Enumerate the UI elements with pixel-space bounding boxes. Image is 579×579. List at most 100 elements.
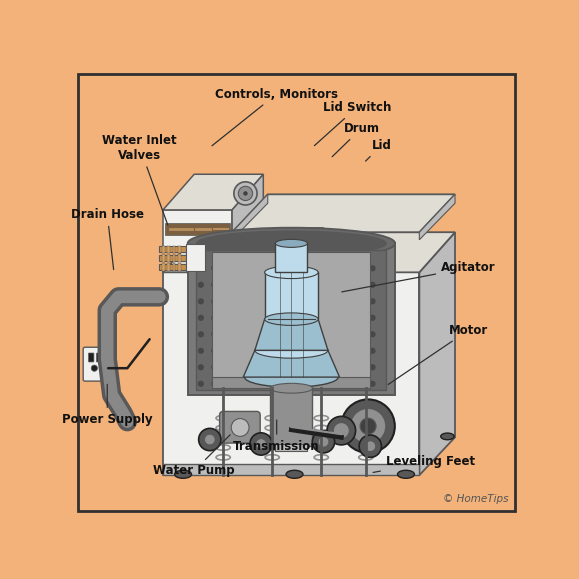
Circle shape [198,364,204,371]
Circle shape [369,282,376,288]
Bar [159,246,186,252]
Circle shape [256,439,266,449]
Circle shape [225,364,231,371]
Bar [162,263,165,270]
Circle shape [350,408,386,444]
Bar [173,245,175,252]
Circle shape [356,380,362,387]
Ellipse shape [255,343,328,358]
Circle shape [211,380,217,387]
FancyBboxPatch shape [89,353,94,362]
Circle shape [356,265,362,272]
Bar [276,444,307,450]
Circle shape [369,347,376,354]
Bar [173,255,175,262]
Bar [178,255,181,262]
FancyBboxPatch shape [97,353,102,362]
Circle shape [327,416,356,445]
Polygon shape [163,174,263,210]
Circle shape [225,347,231,354]
Bar [270,389,312,446]
Circle shape [211,347,217,354]
Circle shape [198,265,204,272]
Ellipse shape [270,383,313,393]
Circle shape [369,265,376,272]
Circle shape [198,380,204,387]
Ellipse shape [286,470,303,478]
Polygon shape [419,195,455,240]
Polygon shape [163,232,455,272]
Bar [167,255,170,262]
Circle shape [369,364,376,371]
Polygon shape [232,195,455,232]
Polygon shape [255,319,328,350]
Ellipse shape [276,239,307,247]
Circle shape [198,298,204,305]
Polygon shape [196,250,386,390]
Polygon shape [243,350,339,377]
Text: Water Inlet
Valves: Water Inlet Valves [102,134,177,225]
Circle shape [356,315,362,321]
Circle shape [211,282,217,288]
Circle shape [204,434,215,445]
Bar [163,464,419,475]
Circle shape [198,331,204,338]
Circle shape [211,265,217,272]
Circle shape [360,418,376,434]
Circle shape [91,365,97,371]
Circle shape [356,298,362,305]
Text: Lid Switch: Lid Switch [314,101,391,146]
Bar [162,255,165,262]
FancyBboxPatch shape [219,412,260,443]
Bar [159,264,186,270]
FancyBboxPatch shape [83,347,110,381]
Circle shape [365,441,376,452]
Text: Drum: Drum [332,122,379,157]
Circle shape [318,437,329,447]
Text: Transmission: Transmission [233,420,320,453]
Circle shape [211,331,217,338]
Circle shape [225,282,231,288]
Polygon shape [212,252,371,389]
Polygon shape [232,195,267,240]
Text: Drain Hose: Drain Hose [71,208,144,270]
Bar [301,227,324,232]
Ellipse shape [119,417,136,427]
Bar [163,272,419,475]
Text: Lid: Lid [365,139,391,161]
Circle shape [231,419,249,437]
Circle shape [342,400,395,453]
Polygon shape [232,174,263,248]
Circle shape [369,331,376,338]
Text: Leveling Feet: Leveling Feet [373,455,475,472]
Circle shape [359,435,382,457]
Circle shape [356,331,362,338]
Bar [167,245,170,252]
Circle shape [356,282,362,288]
Text: Controls, Monitors: Controls, Monitors [212,87,338,146]
Bar [173,263,175,270]
Circle shape [198,315,204,321]
Bar [167,263,170,270]
Bar [178,263,181,270]
Polygon shape [265,272,318,319]
Circle shape [225,265,231,272]
Ellipse shape [175,470,192,478]
Circle shape [243,191,248,196]
Circle shape [312,431,335,453]
Circle shape [211,364,217,371]
Polygon shape [165,223,230,235]
Circle shape [198,282,204,288]
Circle shape [225,298,231,305]
Circle shape [211,315,217,321]
Text: Motor: Motor [388,324,488,384]
Circle shape [225,315,231,321]
Circle shape [369,315,376,321]
Circle shape [198,347,204,354]
Text: © HomeTips: © HomeTips [443,494,508,504]
Bar [163,210,232,248]
Text: Power Supply: Power Supply [62,384,153,426]
Ellipse shape [244,367,338,387]
Circle shape [211,298,217,305]
Circle shape [369,380,376,387]
